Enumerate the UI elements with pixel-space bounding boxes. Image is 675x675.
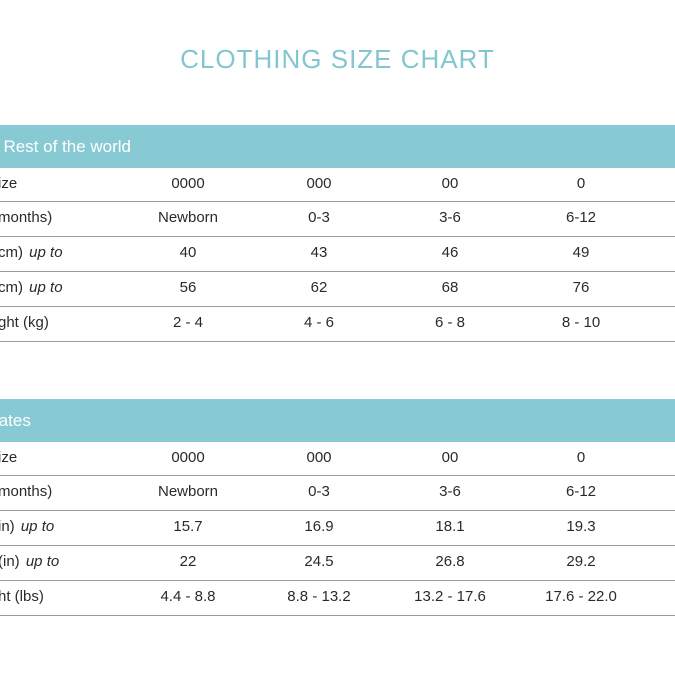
table-cell: 0-3 bbox=[308, 483, 330, 500]
section-header: / Rest of the world bbox=[0, 125, 675, 168]
table-cell: 4 - 6 bbox=[303, 314, 334, 331]
section-header-label: tates bbox=[0, 411, 31, 430]
table-cell: 8 - 10 bbox=[561, 314, 601, 331]
page-title: CLOTHING SIZE CHART bbox=[180, 44, 495, 74]
table-cell: 40 bbox=[179, 244, 197, 261]
table-cell: 0000 bbox=[171, 449, 205, 466]
table-row: cm) up to 56 62 68 76 bbox=[0, 272, 675, 307]
table-cell: 29.2 bbox=[566, 553, 596, 570]
table-cell: 8.8 - 13.2 bbox=[287, 588, 351, 605]
table-cell: Newborn bbox=[157, 483, 219, 500]
table-cell: 18.1 bbox=[435, 518, 465, 535]
table-cell: 15.7 bbox=[173, 518, 203, 535]
size-table-rest-of-world: / Rest of the world ize 0000 000 00 0 mo… bbox=[0, 125, 675, 342]
table-row: (in) up to 22 24.5 26.8 29.2 bbox=[0, 546, 675, 581]
section-header: tates bbox=[0, 399, 675, 442]
table-row: ht (lbs) 4.4 - 8.8 8.8 - 13.2 13.2 - 17.… bbox=[0, 581, 675, 616]
row-label: ht (lbs) bbox=[0, 588, 44, 605]
table-row: ize 0000 000 00 0 bbox=[0, 442, 675, 476]
size-table-united-states: tates ize 0000 000 00 0 months) Newborn … bbox=[0, 399, 675, 616]
table-cell: 56 bbox=[179, 279, 197, 296]
table-cell: 22 bbox=[179, 553, 197, 570]
table-cell: 3-6 bbox=[439, 483, 461, 500]
table-cell: 0 bbox=[576, 449, 586, 466]
row-label: cm) up to bbox=[0, 279, 63, 296]
table-cell: 13.2 - 17.6 bbox=[414, 588, 486, 605]
row-label: ize bbox=[0, 449, 18, 466]
table-cell: 76 bbox=[572, 279, 590, 296]
table-cell: 2 - 4 bbox=[172, 314, 203, 331]
table-cell: 4.4 - 8.8 bbox=[160, 588, 216, 605]
row-label: ght (kg) bbox=[0, 314, 49, 331]
table-cell: 49 bbox=[572, 244, 590, 261]
table-cell: 26.8 bbox=[435, 553, 465, 570]
table-cell: 0000 bbox=[171, 175, 205, 192]
table-cell: 00 bbox=[441, 175, 459, 192]
section-header-label: / Rest of the world bbox=[0, 137, 132, 156]
table-cell: 62 bbox=[310, 279, 328, 296]
table-cell: 19.3 bbox=[566, 518, 596, 535]
table-row: in) up to 15.7 16.9 18.1 19.3 bbox=[0, 511, 675, 546]
table-cell: 17.6 - 22.0 bbox=[545, 588, 617, 605]
table-row: ght (kg) 2 - 4 4 - 6 6 - 8 8 - 10 bbox=[0, 307, 675, 342]
table-row: months) Newborn 0-3 3-6 6-12 bbox=[0, 202, 675, 237]
table-cell: 16.9 bbox=[304, 518, 334, 535]
table-cell: 6-12 bbox=[565, 483, 597, 500]
table-cell: 24.5 bbox=[304, 553, 334, 570]
row-label: months) bbox=[0, 483, 53, 500]
table-cell: 6 - 8 bbox=[434, 314, 465, 331]
table-row: months) Newborn 0-3 3-6 6-12 bbox=[0, 476, 675, 511]
row-label: in) up to bbox=[0, 518, 55, 535]
table-cell: 00 bbox=[441, 449, 459, 466]
table-cell: 68 bbox=[441, 279, 459, 296]
table-cell: 3-6 bbox=[439, 209, 461, 226]
table-cell: 43 bbox=[310, 244, 328, 261]
table-cell: 000 bbox=[306, 175, 332, 192]
table-cell: 0 bbox=[576, 175, 586, 192]
table-cell: 46 bbox=[441, 244, 459, 261]
table-row: cm) up to 40 43 46 49 bbox=[0, 237, 675, 272]
row-label: cm) up to bbox=[0, 244, 63, 261]
table-cell: Newborn bbox=[157, 209, 219, 226]
table-cell: 6-12 bbox=[565, 209, 597, 226]
row-label: ize bbox=[0, 175, 18, 192]
table-cell: 0-3 bbox=[308, 209, 330, 226]
row-label: (in) up to bbox=[0, 553, 60, 570]
table-cell: 000 bbox=[306, 449, 332, 466]
table-row: ize 0000 000 00 0 bbox=[0, 168, 675, 202]
row-label: months) bbox=[0, 209, 53, 226]
